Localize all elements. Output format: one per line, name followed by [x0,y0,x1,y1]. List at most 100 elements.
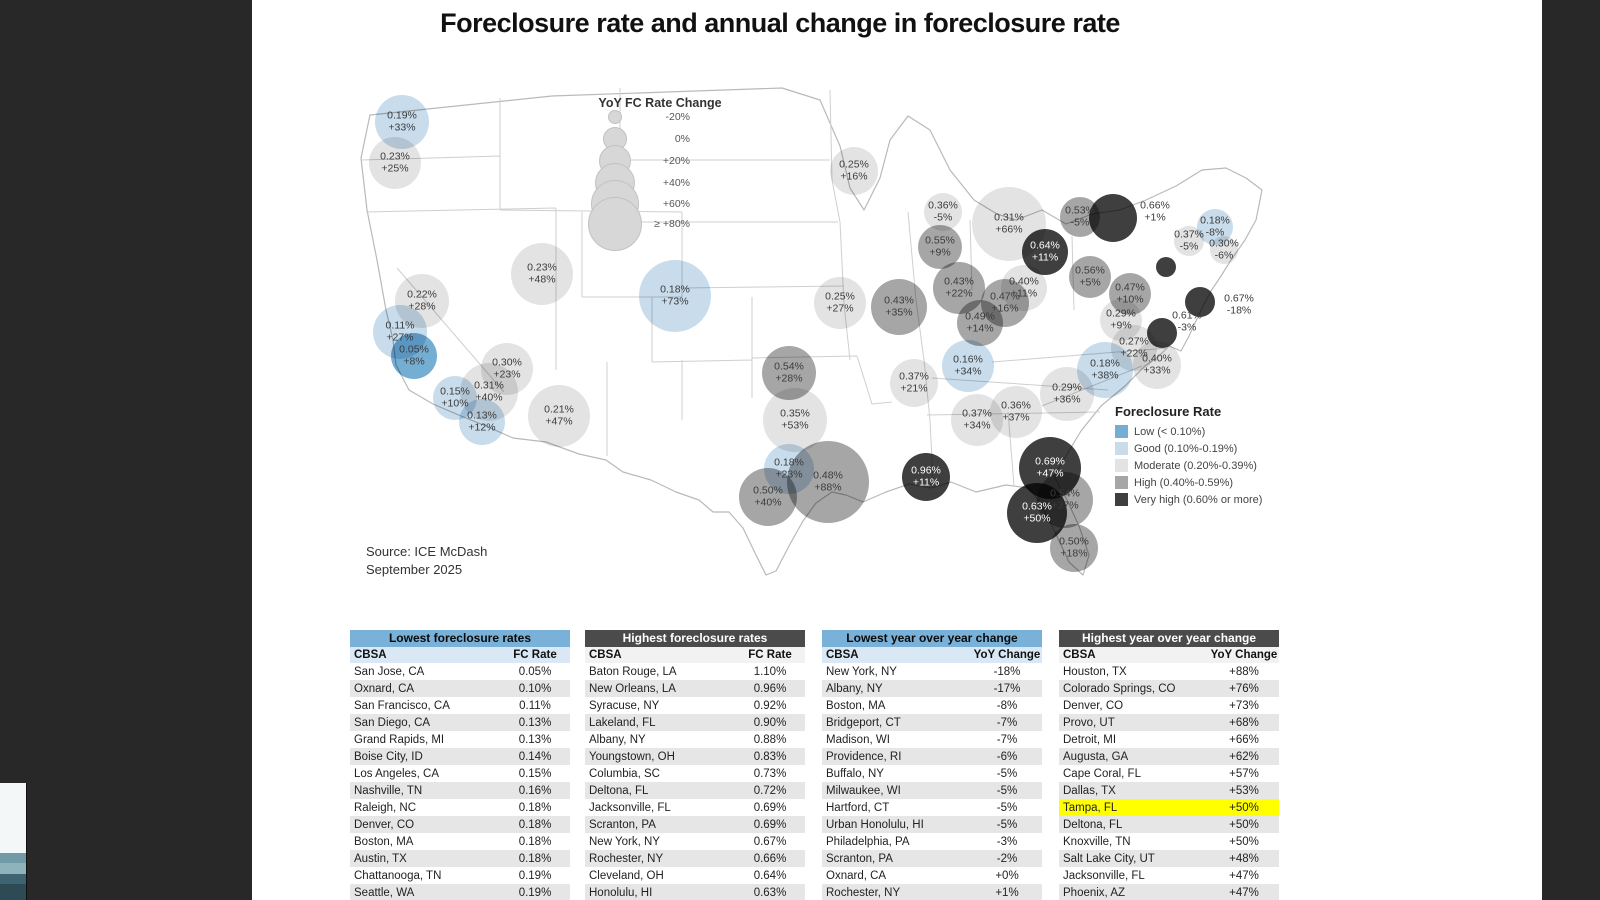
color-legend-item: Good (0.10%-0.19%) [1115,440,1262,457]
summary-table-lowest-year-over-year-change: Lowest year over year change CBSA YoY Chan… [822,630,1042,900]
map-bubble-label: 0.67% -18% [1224,292,1254,316]
page-title: Foreclosure rate and annual change in fo… [440,8,1120,38]
table-row: Salt Lake City, UT +48% [1059,850,1279,867]
map-bubble-label: 0.50% +40% [753,484,783,508]
table-row: San Jose, CA 0.05% [354,665,552,678]
map-bubble [1089,194,1137,242]
table-row: Austin, TX 0.18% [350,850,570,867]
slide-canvas: Foreclosure rate and annual change in fo… [252,0,1542,900]
size-legend-circle [608,110,622,124]
color-legend-title: Foreclosure Rate [1115,404,1222,419]
source-line-2: September 2025 [366,562,463,577]
table-row: Oxnard, CA +0% [826,869,1019,882]
table-row: San Diego, CA 0.13% [350,714,570,731]
map-bubble-label: 0.43% +22% [944,275,974,299]
map-bubble-label: 0.30% +23% [492,356,522,380]
table-row: Baton Rouge, LA 1.10% [589,665,787,678]
map-bubble-label: 0.19% +33% [387,109,417,133]
table-row: Detroit, MI +66% [1063,733,1259,746]
source-line-1: Source: ICE McDash [366,544,488,559]
map-bubble [763,388,827,452]
map-bubble-label: 0.21% +47% [544,403,574,427]
table-row: Youngstown, OH 0.83% [585,748,805,765]
size-legend-title: YoY FC Rate Change [598,96,722,110]
table-row: Rochester, NY +1% [822,884,1042,900]
size-legend-label: +60% [662,198,690,210]
map-bubble-label: 0.63% +50% [1022,500,1052,524]
map-bubble [459,399,505,445]
map-bubble [814,277,866,329]
map-bubble-label: 0.48% +88% [813,469,843,493]
map-bubble-label: 0.36% +37% [1001,399,1031,423]
map-bubble-label: 0.27% +22% [1119,335,1149,359]
map-bubble [528,385,590,447]
map-bubble-label: 0.35% +53% [780,407,810,431]
color-legend-item: High (0.40%-0.59%) [1115,474,1262,491]
summary-table-highest-foreclosure-rates: Highest foreclosure rates CBSA FC Rate Bato… [585,630,805,900]
map-bubble-label: 0.36% -5% [928,199,958,223]
color-legend-item: Low (< 0.10%) [1115,423,1262,440]
map-bubble-label: 0.56% +5% [1075,264,1105,288]
table-row: New York, NY -18% [826,665,1021,678]
table-row: Knoxville, TN +50% [1063,835,1259,848]
table-row: Hartford, CT -5% [826,801,1018,814]
color-swatch [1115,493,1128,506]
table-column-headers: CBSA YoY Change [822,647,1042,663]
table-row: Chattanooga, TN 0.19% [354,869,552,882]
map-bubble [511,243,573,305]
map-bubble [1022,229,1068,275]
map-bubble [787,441,869,523]
source-note: Source: ICE McDash September 2025 [366,543,487,579]
map-bubble-label: 0.66% +1% [1140,199,1170,223]
map-bubble-label: 0.61% -3% [1172,309,1202,333]
table-row: Boise City, ID 0.14% [350,748,570,765]
table-row: Cape Coral, FL +57% [1063,767,1259,780]
size-legend-label: +40% [662,177,690,189]
table-row: Los Angeles, CA 0.15% [354,767,552,780]
thumbnail-stripe [0,853,26,863]
color-legend-item: Very high (0.60% or more) [1115,491,1262,508]
map-bubble-label: 0.64% +11% [1030,239,1060,263]
map-bubble-label: 0.25% +27% [825,290,855,314]
table-row: Honolulu, HI 0.63% [585,884,805,900]
table-row: San Francisco, CA 0.11% [354,699,551,712]
map-bubble [1156,257,1176,277]
map-bubble-label: 0.31% +40% [474,379,504,403]
map-bubble-label: 0.53% -5% [1065,204,1095,228]
map-bubble-label: 0.40% +33% [1142,352,1172,376]
table-row: Philadelphia, PA -3% [826,835,1018,848]
map-bubble [957,300,1003,346]
color-swatch [1115,459,1128,472]
table-row: Albany, NY 0.88% [589,733,787,746]
table-row: Dallas, TX +53% [1059,782,1279,799]
table-row: Jacksonville, FL +47% [1063,869,1259,882]
map-bubble-label: 0.40% +11% [1009,275,1039,299]
map-bubble [918,225,962,269]
table-row: Buffalo, NY -5% [826,767,1018,780]
map-bubble-label: 0.18% +73% [660,283,690,307]
map-bubble-label: 0.13% +12% [467,409,497,433]
map-bubble [1050,524,1098,572]
table-row: Denver, CO +73% [1063,699,1259,712]
size-legend-label: -20% [665,111,690,123]
map-bubble-label: 0.49% +14% [965,310,995,334]
table-column-headers: CBSA FC Rate [585,647,805,663]
map-bubble-label: 0.37% +21% [899,370,929,394]
map-bubble-label: 0.55% +9% [925,234,955,258]
map-bubble-label: 0.96% +11% [911,464,941,488]
map-bubble-label: 0.43% +35% [884,294,914,318]
map-bubble [1185,287,1215,317]
color-legend-label: Very high (0.60% or more) [1134,493,1263,506]
color-legend: Foreclosure Rate Low (< 0.10%) Good (0.10… [1115,404,1262,508]
slide-thumbnail[interactable] [0,783,27,900]
table-row: Syracuse, NY 0.92% [589,699,787,712]
map-bubble-label: 0.15% +10% [440,385,470,409]
map-bubble-label: 0.54% +37% [1050,487,1080,511]
table-row: Boston, MA -8% [826,699,1018,712]
map-bubble-label: 0.47% +16% [990,290,1020,314]
size-legend-label: +20% [662,155,690,167]
table-row: Bridgeport, CT -7% [822,714,1042,731]
table-row: Raleigh, NC 0.18% [354,801,552,814]
table-row: Nashville, TN 0.16% [350,782,570,799]
